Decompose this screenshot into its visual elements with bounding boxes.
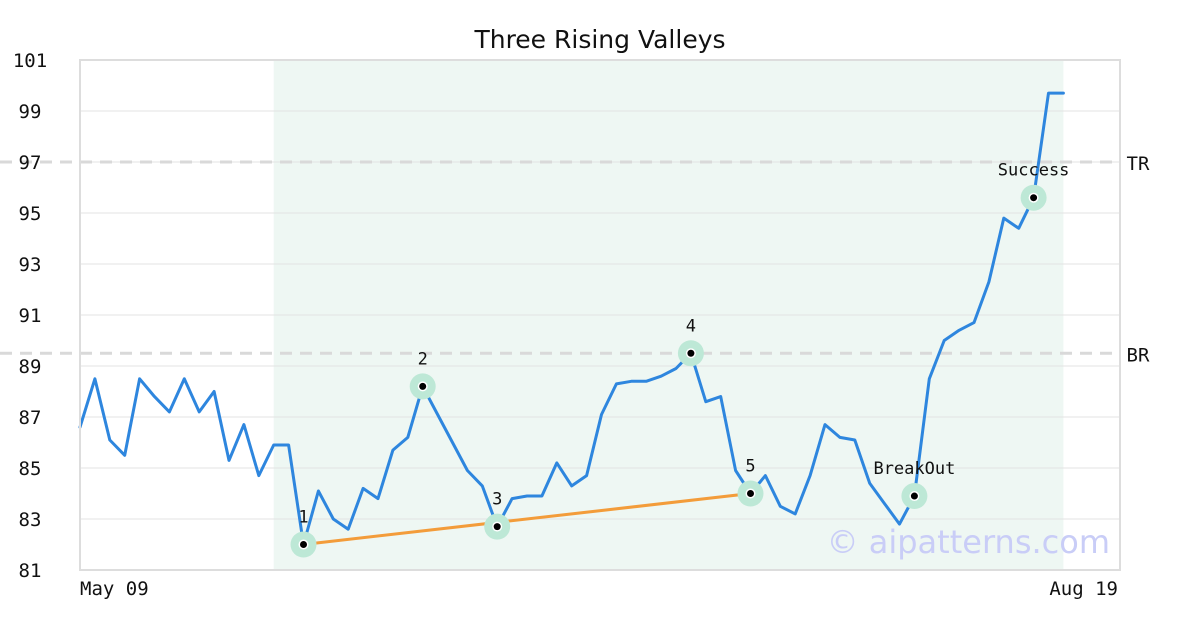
- watermark: © aipatterns.com: [827, 523, 1110, 561]
- annotation-point: 2: [409, 349, 436, 400]
- axis-layer: 81 83 85 87 89 91 93 95 97 99 101 May 09 Aug 19: [13, 50, 1121, 600]
- y-tick-label: 91: [19, 305, 42, 327]
- x-tick-label: May 09: [80, 578, 149, 600]
- marker-dot: [300, 541, 307, 548]
- chart-title: Three Rising Valleys: [473, 25, 725, 54]
- marker-dot: [747, 490, 754, 497]
- annotation-point: 3: [484, 490, 511, 540]
- annotation-label: 4: [686, 316, 696, 336]
- annotation-point: 4: [677, 316, 704, 367]
- y-tick-label: 85: [19, 458, 42, 480]
- plot-frame: [79, 59, 1121, 571]
- annotation-point: 5: [737, 457, 764, 507]
- marker-dot: [910, 492, 918, 500]
- annotation-label: Success: [998, 161, 1070, 181]
- y-tick-label: 101: [13, 50, 47, 72]
- marker-dot: [493, 523, 501, 531]
- series-line: [78, 91, 1065, 546]
- reference-label: BR: [1127, 344, 1150, 366]
- series-layer: [78, 91, 1065, 546]
- annotation-label: 3: [492, 490, 502, 510]
- y-tick-label: 95: [19, 203, 42, 225]
- y-tick-label: 89: [19, 356, 42, 378]
- annotations-layer: 1 2 3 4 5 BreakOut Success: [290, 161, 1070, 558]
- y-tick-label: 87: [19, 407, 42, 429]
- support-line: [302, 492, 752, 546]
- marker-dot: [1030, 194, 1038, 202]
- annotation-point: BreakOut: [873, 459, 955, 510]
- y-tick-label: 81: [19, 560, 42, 582]
- y-tick-label: 83: [19, 509, 42, 531]
- y-tick-label: 93: [19, 254, 42, 276]
- reference-lines-layer: TR BR: [0, 153, 1150, 366]
- annotation-label: BreakOut: [873, 459, 955, 479]
- x-tick-label: Aug 19: [1049, 578, 1118, 600]
- y-tick-label: 97: [19, 152, 42, 174]
- annotation-point: 1: [290, 508, 317, 558]
- reference-label: TR: [1127, 153, 1150, 175]
- y-tick-label: 99: [19, 101, 42, 123]
- marker-dot: [419, 382, 427, 390]
- marker-dot: [687, 349, 695, 357]
- annotation-label: 2: [418, 349, 428, 369]
- annotation-label: 1: [298, 508, 308, 528]
- annotation-point: Success: [998, 161, 1070, 211]
- annotation-label: 5: [745, 457, 755, 477]
